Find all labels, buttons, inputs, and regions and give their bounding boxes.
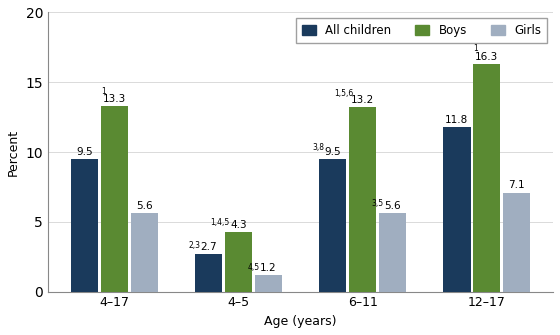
Bar [443,127,470,292]
Text: 13.2: 13.2 [351,95,374,105]
Text: 1.2: 1.2 [260,263,277,273]
Bar [195,254,222,292]
Text: 1: 1 [101,87,106,96]
Text: 3,5: 3,5 [371,199,384,208]
Bar [130,213,158,292]
Text: 7.1: 7.1 [508,181,525,190]
Text: 13.3: 13.3 [102,94,126,104]
Text: 5.6: 5.6 [136,201,152,211]
Text: 9.5: 9.5 [76,147,93,157]
Bar [71,159,98,292]
Bar [225,231,252,292]
Bar [101,106,128,292]
Text: 11.8: 11.8 [445,115,469,125]
Bar [319,159,347,292]
Bar [255,275,282,292]
Y-axis label: Percent: Percent [7,129,20,176]
Text: 2,3: 2,3 [188,241,200,250]
Text: 1: 1 [473,44,478,53]
Text: 4.3: 4.3 [230,219,247,229]
Bar [503,193,530,292]
X-axis label: Age (years): Age (years) [264,315,337,328]
Text: 2.7: 2.7 [200,242,217,252]
Text: 9.5: 9.5 [324,147,341,157]
Text: 4,5: 4,5 [248,263,260,272]
Bar [379,213,406,292]
Text: 1,4,5: 1,4,5 [211,218,230,227]
Legend: All children, Boys, Girls: All children, Boys, Girls [296,18,547,43]
Text: 5.6: 5.6 [384,201,400,211]
Bar [473,64,500,292]
Text: 1,5,6: 1,5,6 [335,89,354,98]
Text: 16.3: 16.3 [475,52,498,62]
Text: 3,8: 3,8 [312,143,324,152]
Bar [349,108,376,292]
